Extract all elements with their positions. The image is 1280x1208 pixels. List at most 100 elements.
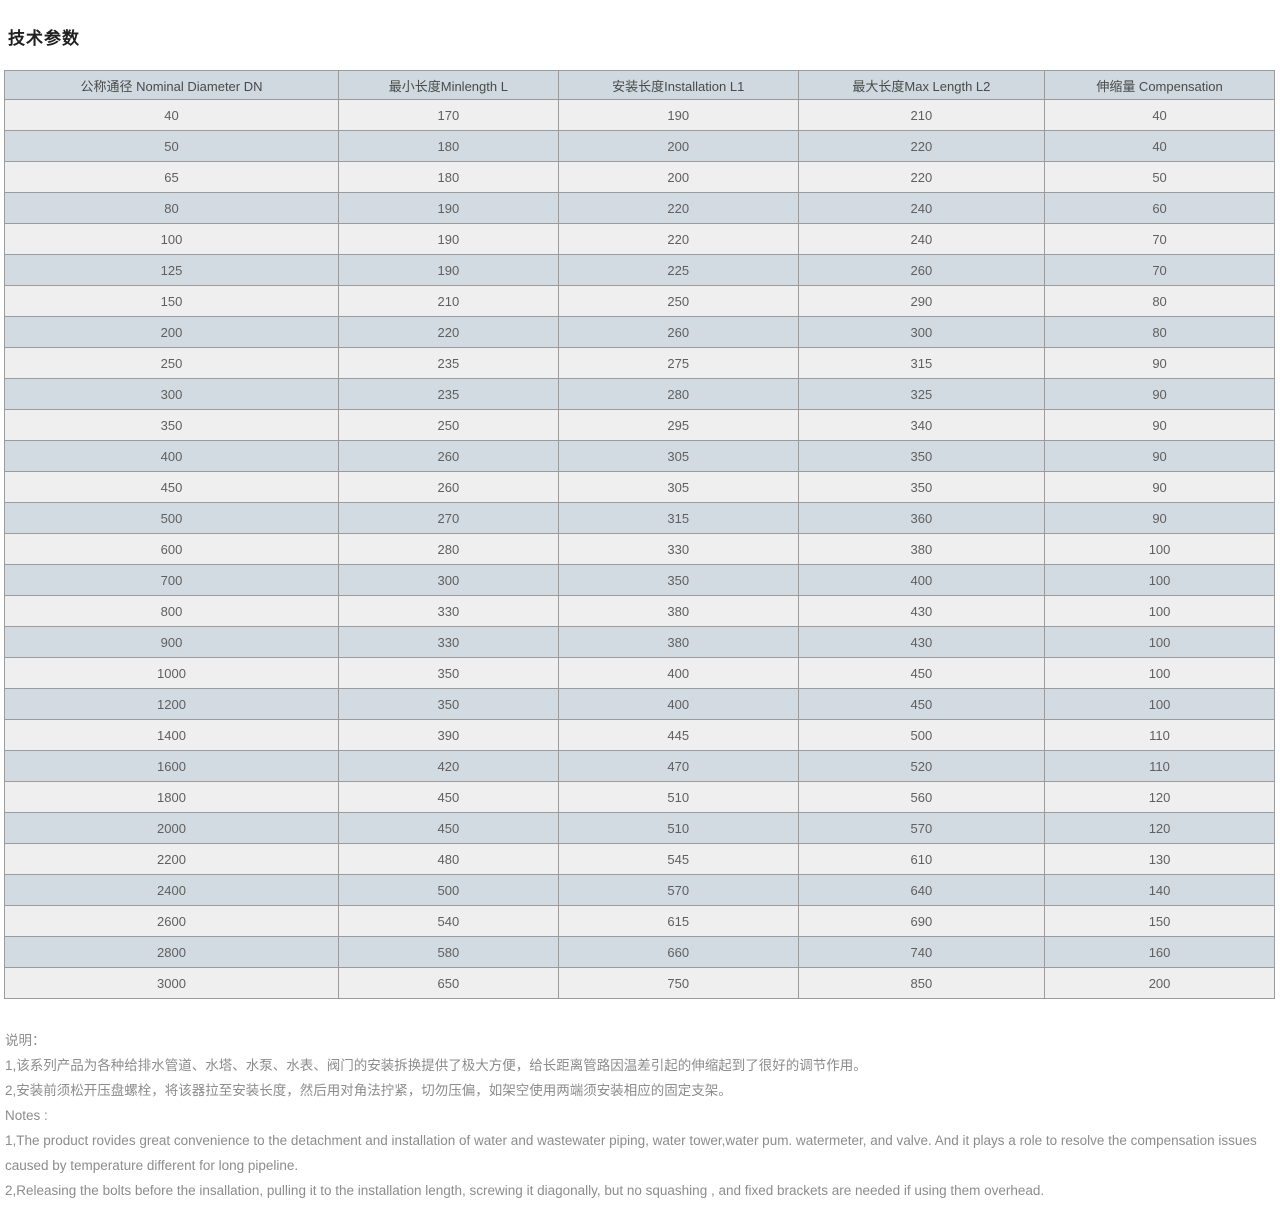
table-cell: 200 bbox=[1044, 967, 1275, 999]
table-cell: 220 bbox=[338, 316, 559, 348]
table-cell: 450 bbox=[338, 781, 559, 813]
notes-cn-lines: 1,该系列产品为各种给排水管道、水塔、水泵、水表、阀门的安装拆换提供了极大方便，… bbox=[5, 1053, 1273, 1103]
table-cell: 40 bbox=[4, 99, 339, 131]
notes-en-lines: 1,The product rovides great convenience … bbox=[5, 1128, 1273, 1203]
table-cell: 2400 bbox=[4, 874, 339, 906]
table-cell: 190 bbox=[338, 192, 559, 224]
table-row: 350 250 295 340 90 bbox=[4, 409, 1275, 441]
table-cell: 190 bbox=[557, 99, 799, 131]
table-cell: 200 bbox=[557, 130, 799, 162]
table-cell: 300 bbox=[338, 564, 559, 596]
table-cell: 100 bbox=[1044, 688, 1275, 720]
table-cell: 240 bbox=[797, 192, 1046, 224]
table-cell: 50 bbox=[1044, 161, 1275, 193]
table-row: 65 180 200 220 50 bbox=[4, 161, 1275, 193]
table-cell: 600 bbox=[4, 533, 339, 565]
note-line: 2,安装前须松开压盘螺栓，将该器拉至安装长度，然后用对角法拧紧，切勿压偏，如架空… bbox=[5, 1083, 732, 1098]
table-cell: 690 bbox=[797, 905, 1046, 937]
table-cell: 90 bbox=[1044, 471, 1275, 503]
table-cell: 140 bbox=[1044, 874, 1275, 906]
table-cell: 305 bbox=[557, 440, 799, 472]
table-cell: 450 bbox=[797, 688, 1046, 720]
table-cell: 210 bbox=[797, 99, 1046, 131]
table-cell: 450 bbox=[797, 657, 1046, 689]
table-cell: 350 bbox=[4, 409, 339, 441]
table-cell: 235 bbox=[338, 378, 559, 410]
notes-cn-title: 说明： bbox=[5, 1033, 46, 1048]
table-cell: 120 bbox=[1044, 812, 1275, 844]
table-cell: 330 bbox=[338, 595, 559, 627]
table-cell: 470 bbox=[557, 750, 799, 782]
table-row: 450 260 305 350 90 bbox=[4, 471, 1275, 503]
table-row: 800 330 380 430 100 bbox=[4, 595, 1275, 627]
table-cell: 160 bbox=[1044, 936, 1275, 968]
table-cell: 750 bbox=[557, 967, 799, 999]
table-cell: 510 bbox=[557, 812, 799, 844]
table-cell: 315 bbox=[797, 347, 1046, 379]
table-row: 900 330 380 430 100 bbox=[4, 626, 1275, 658]
table-cell: 360 bbox=[797, 502, 1046, 534]
table-cell: 190 bbox=[338, 223, 559, 255]
table-cell: 540 bbox=[338, 905, 559, 937]
table-row: 80 190 220 240 60 bbox=[4, 192, 1275, 224]
table-cell: 390 bbox=[338, 719, 559, 751]
table-cell: 260 bbox=[338, 471, 559, 503]
note-line: 1,The product rovides great convenience … bbox=[5, 1133, 1257, 1173]
table-cell: 400 bbox=[557, 688, 799, 720]
table-cell: 100 bbox=[4, 223, 339, 255]
table-row: 50 180 200 220 40 bbox=[4, 130, 1275, 162]
note-line: 1,该系列产品为各种给排水管道、水塔、水泵、水表、阀门的安装拆换提供了极大方便，… bbox=[5, 1058, 867, 1073]
table-cell: 120 bbox=[1044, 781, 1275, 813]
table-row: 150 210 250 290 80 bbox=[4, 285, 1275, 317]
table-cell: 90 bbox=[1044, 502, 1275, 534]
table-cell: 100 bbox=[1044, 626, 1275, 658]
table-cell: 430 bbox=[797, 626, 1046, 658]
table-cell: 800 bbox=[4, 595, 339, 627]
table-cell: 275 bbox=[557, 347, 799, 379]
table-cell: 80 bbox=[1044, 316, 1275, 348]
table-cell: 40 bbox=[1044, 130, 1275, 162]
table-cell: 315 bbox=[557, 502, 799, 534]
table-row: 200 220 260 300 80 bbox=[4, 316, 1275, 348]
table-cell: 90 bbox=[1044, 347, 1275, 379]
table-cell: 560 bbox=[797, 781, 1046, 813]
table-cell: 1800 bbox=[4, 781, 339, 813]
table-cell: 1200 bbox=[4, 688, 339, 720]
table-cell: 2800 bbox=[4, 936, 339, 968]
table-cell: 200 bbox=[4, 316, 339, 348]
table-cell: 280 bbox=[557, 378, 799, 410]
table-cell: 480 bbox=[338, 843, 559, 875]
table-cell: 660 bbox=[557, 936, 799, 968]
table-cell: 3000 bbox=[4, 967, 339, 999]
table-cell: 100 bbox=[1044, 564, 1275, 596]
table-cell: 350 bbox=[338, 688, 559, 720]
table-cell: 40 bbox=[1044, 99, 1275, 131]
table-row: 700 300 350 400 100 bbox=[4, 564, 1275, 596]
table-cell: 130 bbox=[1044, 843, 1275, 875]
table-row: 125 190 225 260 70 bbox=[4, 254, 1275, 286]
table-cell: 400 bbox=[4, 440, 339, 472]
table-row: 2400 500 570 640 140 bbox=[4, 874, 1275, 906]
table-row: 2600 540 615 690 150 bbox=[4, 905, 1275, 937]
table-cell: 520 bbox=[797, 750, 1046, 782]
table-cell: 170 bbox=[338, 99, 559, 131]
table-row: 40 170 190 210 40 bbox=[4, 99, 1275, 131]
table-cell: 350 bbox=[797, 440, 1046, 472]
table-cell: 1000 bbox=[4, 657, 339, 689]
table-cell: 100 bbox=[1044, 533, 1275, 565]
table-cell: 65 bbox=[4, 161, 339, 193]
table-cell: 380 bbox=[797, 533, 1046, 565]
table-cell: 510 bbox=[557, 781, 799, 813]
table-cell: 150 bbox=[1044, 905, 1275, 937]
table-cell: 190 bbox=[338, 254, 559, 286]
table-cell: 450 bbox=[338, 812, 559, 844]
table-cell: 350 bbox=[557, 564, 799, 596]
table-cell: 400 bbox=[557, 657, 799, 689]
table-cell: 1600 bbox=[4, 750, 339, 782]
table-cell: 430 bbox=[797, 595, 1046, 627]
table-cell: 80 bbox=[4, 192, 339, 224]
table-body: 40 170 190 210 40 50 180 200 220 40 65 180 200 220 50 8… bbox=[4, 99, 1275, 999]
table-cell: 260 bbox=[557, 316, 799, 348]
